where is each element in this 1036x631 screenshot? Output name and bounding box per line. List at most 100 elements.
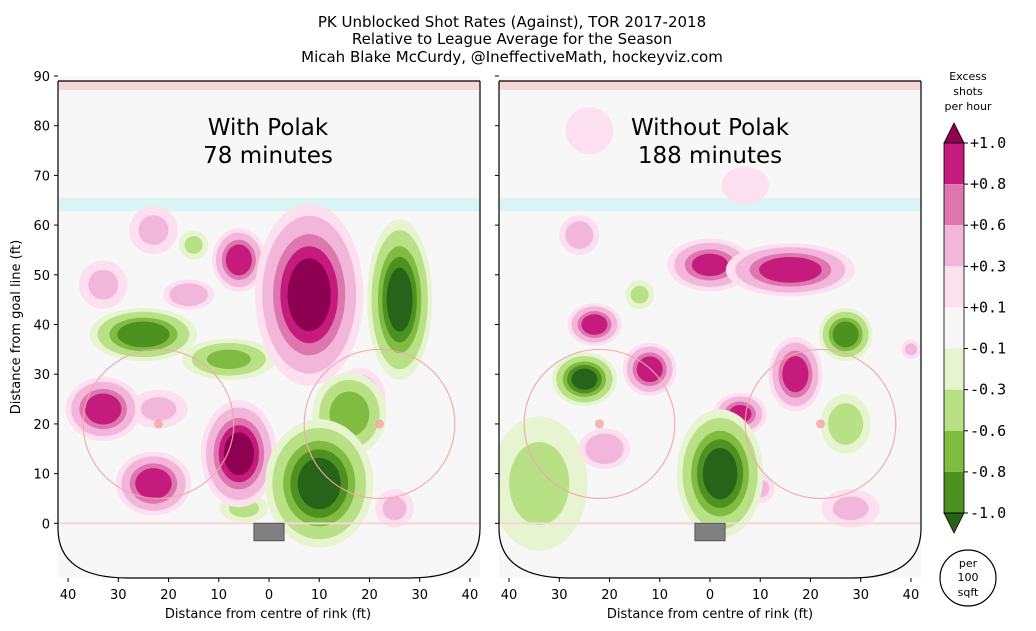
colorbar-band xyxy=(944,389,964,431)
goal-net xyxy=(694,522,726,542)
colorbar-title-line3: per hour xyxy=(945,100,992,113)
colorbar-tick-label: -0.3 xyxy=(970,381,1006,399)
colorbar-band xyxy=(944,266,964,308)
deficit-shot-region xyxy=(179,230,209,260)
x-tick-label: 40 xyxy=(60,588,77,603)
excess-shot-region xyxy=(768,336,823,412)
excess-shot-region xyxy=(129,206,178,255)
contour-level xyxy=(759,256,822,283)
colorbar: +1.0 +0.8 +0.6 +0.3 +0.1 -0.1 -0.3 -0.6 -0.8 -1.0 xyxy=(943,122,1006,534)
contour-level xyxy=(721,166,769,205)
chart-title-line3: Micah Blake McCurdy, @IneffectiveMath, h… xyxy=(301,48,723,66)
contour-level xyxy=(88,269,119,300)
x-tick-label: 10 xyxy=(210,588,227,603)
x-tick-label: 30 xyxy=(551,588,568,603)
contour-level xyxy=(571,368,598,390)
contour-level xyxy=(117,321,170,348)
excess-shot-region xyxy=(211,227,266,292)
excess-shot-region xyxy=(115,451,192,516)
badge-line3: sqft xyxy=(958,586,979,599)
excess-shot-region xyxy=(129,389,188,429)
deficit-shot-region xyxy=(551,352,617,406)
x-axis-label-left: Distance from centre of rink (ft) xyxy=(165,607,371,622)
annotation-without-minutes: 188 minutes xyxy=(638,143,782,169)
chart-title-line2: Relative to League Average for the Seaso… xyxy=(352,30,672,48)
contour-level xyxy=(782,356,809,393)
annotation-with-minutes: 78 minutes xyxy=(203,143,333,169)
excess-shot-region xyxy=(255,203,364,386)
faceoff-circle xyxy=(303,348,456,500)
y-tick-label: 70 xyxy=(33,169,50,184)
x-tick-label: 0 xyxy=(706,588,714,603)
contour-level xyxy=(581,314,608,335)
contour-level xyxy=(691,253,729,277)
deficit-shot-region xyxy=(367,219,433,381)
excess-shot-region xyxy=(725,243,855,297)
deficit-shot-region xyxy=(499,416,588,551)
y-tick-label: 30 xyxy=(33,368,50,383)
x-tick-label: 20 xyxy=(361,588,378,603)
colorbar-over-arrow xyxy=(943,122,965,144)
badge-line2: 100 xyxy=(958,571,979,584)
colorbar-band xyxy=(944,348,964,390)
colorbar-band xyxy=(944,471,964,513)
x-tick-label: 0 xyxy=(265,588,273,603)
colorbar-tick-label: +0.3 xyxy=(970,257,1006,275)
y-axis-label: Distance from goal line (ft) xyxy=(9,240,24,414)
excess-shot-region xyxy=(901,339,921,359)
faceoff-dot xyxy=(375,419,385,429)
colorbar-tick-label: -0.8 xyxy=(970,463,1006,481)
y-tick-label: 40 xyxy=(33,319,50,334)
contour-level xyxy=(828,403,864,445)
colorbar-band xyxy=(944,307,964,349)
badge-line1: per xyxy=(959,557,978,570)
deficit-shot-region xyxy=(625,280,655,310)
y-tick-label: 0 xyxy=(42,517,50,532)
colorbar-tick-label: +1.0 xyxy=(970,134,1006,152)
y-tick-label: 10 xyxy=(33,468,50,483)
deficit-shot-region xyxy=(676,409,764,538)
contour-level xyxy=(509,441,570,526)
deficit-shot-region xyxy=(265,419,374,548)
centre-red-line xyxy=(58,80,480,90)
faceoff-circle xyxy=(82,348,235,500)
excess-shot-region xyxy=(567,303,622,346)
excess-shot-region xyxy=(200,400,277,508)
contour-level xyxy=(382,496,407,521)
contour-level xyxy=(832,321,859,348)
rink-body xyxy=(499,80,921,551)
colorbar-tick-label: +0.8 xyxy=(970,175,1006,193)
y-tick-label: 90 xyxy=(33,70,50,85)
x-tick-label: 20 xyxy=(802,588,819,603)
contour-level xyxy=(184,236,203,254)
contour-level xyxy=(702,447,738,500)
contour-level xyxy=(225,244,252,276)
goal-net xyxy=(253,522,285,542)
colorbar-tick-label: +0.1 xyxy=(970,298,1006,316)
colorbar-tick-label: -1.0 xyxy=(970,504,1006,522)
contour-level xyxy=(904,343,917,356)
centre-red-line xyxy=(499,80,921,90)
contour-level xyxy=(565,107,614,155)
deficit-shot-region xyxy=(89,307,198,362)
colorbar-tick-label: +0.6 xyxy=(970,216,1006,234)
x-tick-label: 10 xyxy=(752,588,769,603)
excess-shot-region xyxy=(78,260,128,309)
deficit-shot-region xyxy=(820,394,871,454)
excess-shot-region xyxy=(821,489,880,528)
contour-level xyxy=(565,221,594,249)
colorbar-under-arrow xyxy=(943,512,965,534)
annotation-without-label: Without Polak xyxy=(631,115,790,141)
deficit-shot-region xyxy=(818,307,873,362)
colorbar-title-line1: Excess xyxy=(949,70,987,83)
y-tick-label: 80 xyxy=(33,120,50,135)
excess-shot-region xyxy=(162,279,215,310)
contour-level xyxy=(206,349,251,370)
colorbar-band xyxy=(944,143,964,185)
excess-shot-region xyxy=(721,166,769,205)
contour-level xyxy=(84,393,122,425)
faceoff-dot xyxy=(153,419,163,429)
heatmap-panel-without: 40 30 20 10 0 10 20 30 40 xyxy=(495,75,922,603)
blue-line xyxy=(499,197,921,212)
